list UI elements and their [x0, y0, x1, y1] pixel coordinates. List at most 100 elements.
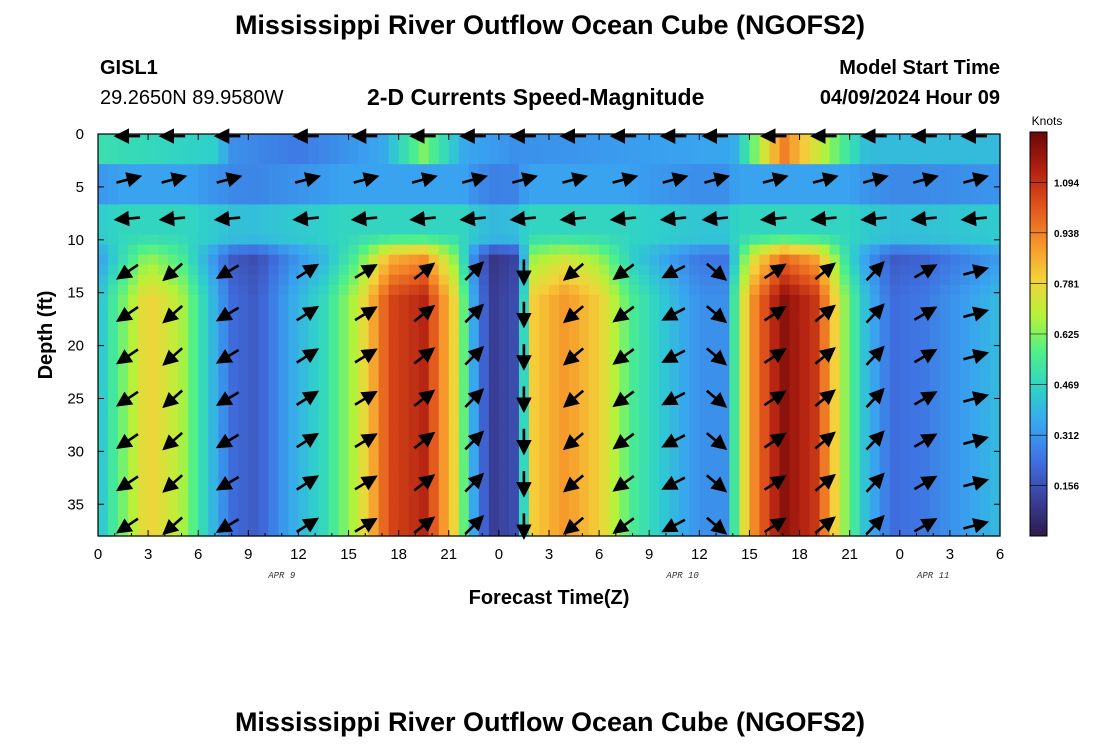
heatmap-cell — [128, 264, 139, 276]
heatmap-cell — [729, 304, 741, 316]
heatmap-cell — [919, 425, 931, 437]
heatmap-cell — [338, 204, 350, 215]
heatmap-cell — [528, 395, 540, 406]
heatmap-cell — [338, 244, 350, 256]
heatmap-cell — [388, 254, 400, 266]
heatmap-cell — [689, 505, 700, 517]
heatmap-cell — [308, 204, 320, 215]
heatmap-cell — [579, 335, 590, 346]
heatmap-cell — [278, 525, 290, 537]
heatmap-cell — [679, 194, 690, 205]
heatmap-cell — [839, 294, 851, 306]
heatmap-cell — [128, 405, 139, 416]
heatmap-cell — [408, 445, 420, 457]
heatmap-cell — [478, 324, 490, 336]
heatmap-cell — [679, 244, 690, 256]
heatmap-cell — [308, 355, 320, 366]
heatmap-cell — [168, 254, 179, 266]
heatmap-cell — [939, 304, 951, 316]
heatmap-cell — [378, 495, 390, 507]
heatmap-cell — [388, 234, 400, 246]
heatmap-cell — [599, 515, 610, 527]
heatmap-cell — [458, 425, 470, 437]
heatmap-cell — [428, 445, 440, 457]
heatmap-cell — [378, 274, 390, 286]
heatmap-cell — [458, 485, 470, 497]
heatmap-cell — [989, 435, 1001, 447]
heatmap-cell — [248, 515, 259, 527]
heatmap-cell — [248, 425, 259, 437]
heatmap-cell — [368, 375, 380, 386]
heatmap-cell — [899, 204, 911, 215]
heatmap-cell — [879, 134, 891, 145]
heatmap-cell — [639, 244, 650, 256]
heatmap-cell — [528, 164, 540, 175]
heatmap-cell — [208, 294, 219, 306]
heatmap-cell — [729, 505, 741, 517]
heatmap-cell — [238, 244, 249, 256]
heatmap-cell — [549, 304, 560, 316]
heatmap-cell — [238, 284, 249, 296]
heatmap-cell — [679, 395, 690, 406]
heatmap-cell — [989, 475, 1001, 487]
heatmap-cell — [899, 154, 911, 165]
heatmap-cell — [328, 144, 340, 155]
heatmap-cell — [358, 244, 370, 256]
heatmap-cell — [358, 194, 370, 205]
heatmap-cell — [178, 244, 189, 256]
heatmap-cell — [258, 324, 269, 336]
heatmap-cell — [709, 194, 720, 205]
heatmap-cell — [699, 314, 710, 326]
heatmap-cell — [378, 184, 390, 195]
heatmap-cell — [328, 485, 340, 497]
heatmap-cell — [629, 385, 640, 396]
heatmap-cell — [408, 274, 420, 286]
heatmap-cell — [819, 495, 831, 507]
heatmap-cell — [949, 224, 961, 236]
heatmap-cell — [188, 515, 199, 527]
heatmap-cell — [198, 395, 209, 406]
heatmap-cell — [528, 445, 540, 457]
heatmap-cell — [98, 174, 109, 185]
heatmap-cell — [699, 164, 710, 175]
heatmap-cell — [448, 445, 460, 457]
heatmap-cell — [599, 495, 610, 507]
heatmap-cell — [909, 284, 921, 296]
heatmap-cell — [549, 244, 560, 256]
heatmap-cell — [318, 355, 330, 366]
heatmap-cell — [679, 485, 690, 497]
heatmap-cell — [428, 455, 440, 467]
heatmap-cell — [619, 274, 630, 286]
colorbar-title: Knots — [1032, 114, 1063, 128]
heatmap-cell — [699, 455, 710, 467]
heatmap-cell — [318, 515, 330, 527]
heatmap-cell — [589, 314, 600, 326]
heatmap-cell — [488, 264, 500, 276]
heatmap-cell — [599, 455, 610, 467]
heatmap-cell — [779, 134, 791, 145]
heatmap-cell — [398, 405, 410, 416]
heatmap-cell — [689, 445, 700, 457]
heatmap-cell — [168, 244, 179, 256]
heatmap-cell — [348, 274, 360, 286]
heatmap-cell — [278, 234, 290, 246]
heatmap-cell — [448, 254, 460, 266]
heatmap-cell — [268, 385, 279, 396]
heatmap-cell — [288, 184, 300, 195]
heatmap-cell — [549, 415, 560, 427]
heatmap-cell — [959, 184, 971, 195]
heatmap-cell — [849, 355, 861, 366]
heatmap-cell — [398, 425, 410, 437]
heatmap-cell — [528, 405, 540, 416]
heatmap-cell — [749, 154, 761, 165]
heatmap-cell — [368, 274, 380, 286]
heatmap-cell — [328, 264, 340, 276]
heatmap-cell — [839, 154, 851, 165]
current-vector-arrow — [459, 210, 486, 227]
heatmap-cell — [248, 525, 259, 537]
heatmap-cell — [719, 154, 730, 165]
heatmap-cell — [939, 505, 951, 517]
heatmap-cell — [889, 184, 901, 195]
heatmap-cell — [228, 234, 239, 246]
heatmap-cell — [128, 395, 139, 406]
